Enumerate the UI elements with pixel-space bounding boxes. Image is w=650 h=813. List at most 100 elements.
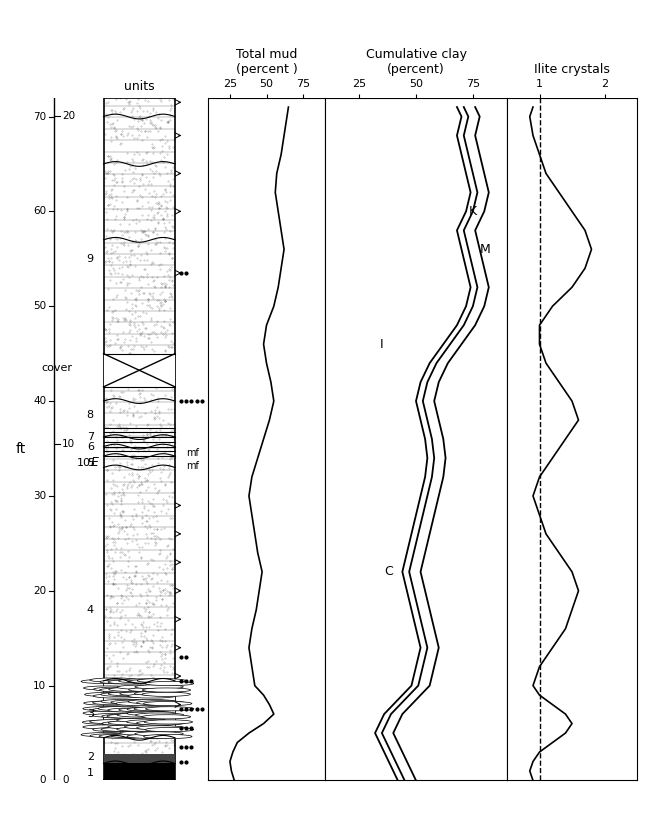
Text: C: C <box>384 565 393 578</box>
Circle shape <box>100 680 148 684</box>
Bar <box>103 354 175 387</box>
Text: mf: mf <box>186 461 199 471</box>
Circle shape <box>111 700 159 704</box>
Text: 10: 10 <box>33 680 46 690</box>
Text: 5: 5 <box>87 458 94 467</box>
Text: 10: 10 <box>62 438 75 449</box>
Circle shape <box>144 720 192 724</box>
Text: E: E <box>91 456 99 469</box>
Text: 70: 70 <box>33 111 46 121</box>
Text: 9: 9 <box>86 254 94 263</box>
Circle shape <box>129 688 177 692</box>
Text: 1: 1 <box>87 768 94 778</box>
Text: 20: 20 <box>33 586 46 596</box>
Circle shape <box>84 693 133 697</box>
Circle shape <box>142 688 190 692</box>
Circle shape <box>118 679 167 683</box>
Circle shape <box>107 714 155 718</box>
Circle shape <box>134 706 183 711</box>
Text: 4: 4 <box>86 605 94 615</box>
Circle shape <box>101 728 150 732</box>
Circle shape <box>124 725 173 729</box>
Text: 40: 40 <box>33 396 46 406</box>
Circle shape <box>116 718 165 722</box>
Circle shape <box>146 706 194 711</box>
Circle shape <box>101 693 149 697</box>
Circle shape <box>144 702 192 706</box>
Circle shape <box>108 680 156 684</box>
Circle shape <box>135 685 183 689</box>
Circle shape <box>83 711 131 715</box>
Circle shape <box>135 713 184 717</box>
Circle shape <box>90 733 138 738</box>
Text: 10: 10 <box>77 458 91 467</box>
Circle shape <box>108 708 156 712</box>
Title: Total mud
(percent ): Total mud (percent ) <box>235 48 298 76</box>
Text: I: I <box>380 337 384 350</box>
Text: 30: 30 <box>33 491 46 501</box>
Circle shape <box>120 692 168 696</box>
Text: units: units <box>124 80 155 93</box>
Circle shape <box>119 708 167 712</box>
Circle shape <box>108 720 157 725</box>
Circle shape <box>127 720 175 724</box>
Circle shape <box>142 715 190 719</box>
Circle shape <box>81 680 129 684</box>
Circle shape <box>94 694 142 698</box>
Text: 50: 50 <box>33 302 46 311</box>
Circle shape <box>90 720 138 724</box>
Circle shape <box>109 687 157 692</box>
Circle shape <box>136 701 185 705</box>
Circle shape <box>127 711 176 715</box>
Bar <box>103 681 175 738</box>
Circle shape <box>137 679 186 683</box>
Text: 0: 0 <box>62 776 68 785</box>
Circle shape <box>135 732 183 736</box>
Circle shape <box>84 701 132 705</box>
Text: 20: 20 <box>62 111 75 121</box>
Circle shape <box>99 734 148 738</box>
Text: M: M <box>480 243 491 256</box>
Circle shape <box>83 706 131 711</box>
Circle shape <box>92 713 141 718</box>
Circle shape <box>117 685 166 689</box>
Circle shape <box>99 688 148 692</box>
Circle shape <box>136 721 185 725</box>
Circle shape <box>136 726 185 730</box>
Circle shape <box>117 713 166 717</box>
Bar <box>103 98 175 780</box>
Circle shape <box>128 699 176 704</box>
Circle shape <box>144 734 192 738</box>
Circle shape <box>92 701 141 705</box>
Circle shape <box>111 733 159 738</box>
Circle shape <box>146 728 194 732</box>
Text: ft: ft <box>16 441 26 455</box>
Text: 60: 60 <box>33 207 46 216</box>
Circle shape <box>90 678 138 682</box>
Circle shape <box>127 680 176 684</box>
Text: 8: 8 <box>86 411 94 420</box>
Bar <box>103 763 175 780</box>
Circle shape <box>116 702 164 706</box>
Circle shape <box>101 699 150 703</box>
Text: 7: 7 <box>86 433 94 442</box>
Circle shape <box>127 707 176 711</box>
Circle shape <box>102 721 150 725</box>
Circle shape <box>127 693 176 698</box>
Text: cover: cover <box>42 363 73 373</box>
Text: K: K <box>469 205 477 218</box>
Text: 0: 0 <box>40 776 46 785</box>
Circle shape <box>93 707 141 711</box>
Circle shape <box>108 725 156 729</box>
Circle shape <box>117 727 165 732</box>
Bar <box>103 754 175 763</box>
Text: 3: 3 <box>87 709 94 719</box>
Circle shape <box>81 733 129 737</box>
Circle shape <box>83 725 131 729</box>
Circle shape <box>135 691 183 695</box>
Text: mf: mf <box>186 448 199 459</box>
Circle shape <box>127 734 176 738</box>
Circle shape <box>101 714 150 719</box>
Circle shape <box>83 720 131 724</box>
Circle shape <box>108 692 157 696</box>
